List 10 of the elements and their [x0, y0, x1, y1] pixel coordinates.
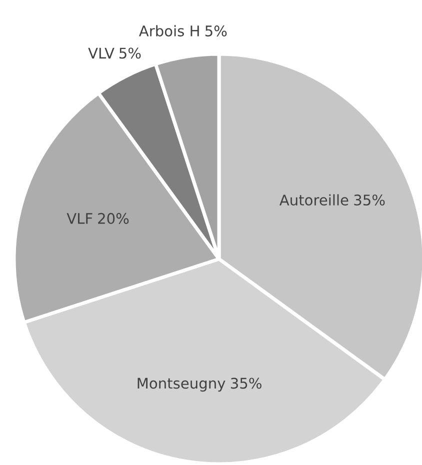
data-label: 35%	[230, 378, 262, 389]
data-label: 5%	[205, 25, 227, 36]
data-label: 5%	[120, 48, 141, 59]
slice-label: VLV	[88, 48, 114, 58]
slice-label: Arbois H	[138, 25, 199, 36]
data-label: 35%	[354, 194, 385, 206]
data-label: 20%	[98, 212, 129, 224]
slice-label: Montseugny	[138, 378, 226, 392]
slice-label: Autoreille	[279, 194, 348, 206]
slice-label: VLF	[66, 213, 92, 224]
